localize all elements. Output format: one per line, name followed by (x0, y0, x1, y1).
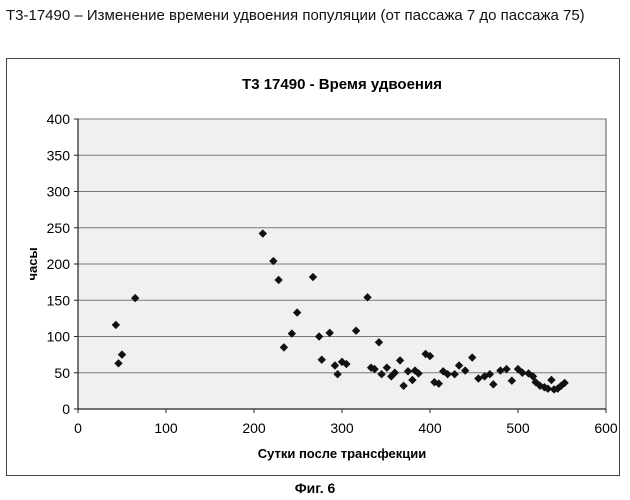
x-tick-label: 100 (154, 420, 178, 436)
data-point (395, 356, 405, 365)
data-point (553, 384, 562, 393)
axes: 0 50 100 150 200 250 300 350 400 0 100 200 300 400 500… (47, 111, 618, 436)
data-point (518, 368, 527, 377)
data-point (269, 256, 278, 266)
data-point (390, 368, 399, 377)
chart-frame: 0 50 100 150 200 250 300 350 400 0 100 200 300 400 500… (6, 58, 620, 476)
data-point (414, 369, 423, 378)
data-point (461, 366, 470, 375)
y-tick-label: 0 (62, 401, 70, 417)
x-tick-label: 400 (418, 420, 442, 436)
data-point (489, 380, 498, 389)
data-point (287, 329, 297, 338)
data-point (531, 377, 540, 387)
x-tick-label: 200 (242, 420, 266, 436)
data-point (468, 353, 477, 362)
x-tick-label: 0 (74, 420, 82, 436)
data-point (292, 308, 302, 317)
data-point (399, 381, 408, 390)
data-point (363, 293, 372, 302)
data-point (279, 343, 289, 352)
y-tick-label: 50 (54, 365, 70, 381)
data-point (502, 364, 511, 374)
figure-label: Фиг. 6 (294, 480, 336, 496)
data-point (374, 338, 384, 347)
data-point (528, 372, 538, 381)
data-point (425, 351, 435, 361)
data-point (314, 332, 324, 341)
data-point (403, 367, 413, 376)
data-point (434, 379, 443, 388)
data-point (408, 375, 417, 385)
data-point (496, 366, 505, 375)
y-tick-label: 100 (47, 329, 71, 345)
y-tick-label: 300 (47, 184, 71, 200)
data-point (377, 370, 386, 379)
data-point (454, 361, 464, 370)
x-tick-label: 300 (330, 420, 354, 436)
data-point (317, 355, 326, 364)
x-tick-label: 600 (594, 420, 618, 436)
data-point (560, 378, 569, 388)
data-point (485, 370, 495, 379)
y-tick-label: 200 (47, 256, 71, 272)
data-point (370, 364, 379, 374)
data-markers (111, 229, 569, 394)
data-point (547, 375, 556, 385)
scatter-chart: 0 50 100 150 200 250 300 350 400 0 100 200 300 400 500… (25, 76, 618, 461)
data-point (114, 359, 123, 368)
data-point (258, 229, 267, 238)
data-point (549, 385, 559, 394)
y-tick-label: 400 (47, 111, 71, 127)
data-point (117, 350, 127, 359)
data-point (308, 272, 318, 282)
data-point (325, 328, 334, 338)
data-point (524, 369, 533, 378)
data-point (450, 370, 459, 379)
data-point (543, 384, 553, 393)
data-point (351, 326, 361, 335)
x-axis-label: Сутки после трансфекции (258, 446, 427, 461)
chart-title: T3 17490 - Время удвоения (242, 76, 442, 93)
y-tick-label: 150 (47, 292, 71, 308)
data-point (507, 376, 517, 385)
data-point (342, 359, 351, 369)
data-point (382, 363, 392, 372)
data-point (330, 361, 340, 370)
data-point (131, 293, 140, 303)
data-point (274, 275, 283, 285)
y-tick-label: 250 (47, 220, 71, 236)
y-tick-label: 350 (47, 147, 71, 163)
data-point (333, 370, 342, 379)
y-axis-label: часы (25, 247, 40, 280)
x-tick-label: 500 (506, 420, 530, 436)
data-point (111, 320, 121, 330)
figure-caption: Т3-17490 – Изменение времени удвоения по… (6, 7, 585, 24)
data-point (443, 370, 452, 379)
